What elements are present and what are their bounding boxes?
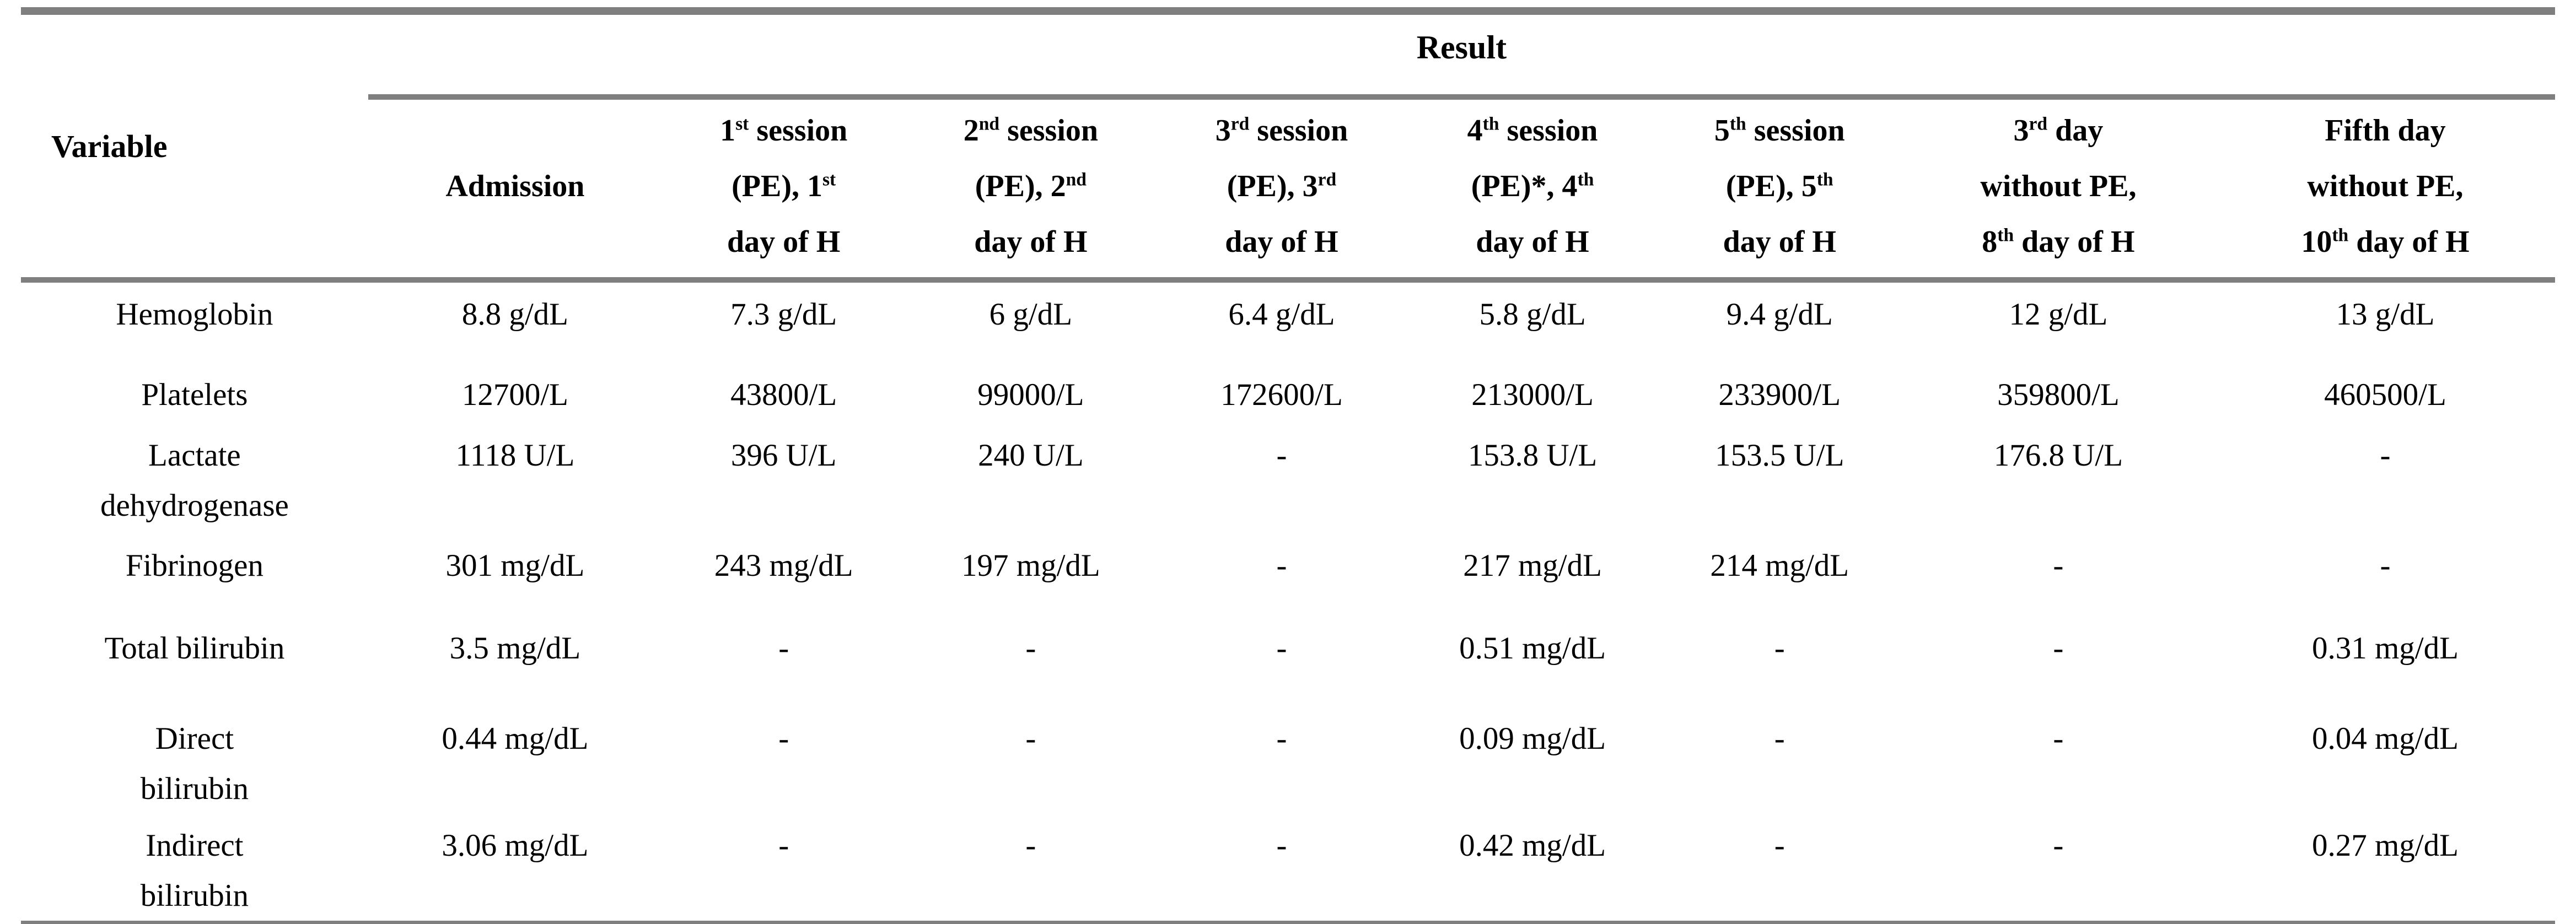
table-cell: 5.8 g/dL bbox=[1479, 297, 1586, 332]
row-label: Fibrinogen bbox=[125, 548, 263, 583]
table-row-hemoglobin: Hemoglobin 8.8 g/dL 7.3 g/dL 6 g/dL 6.4 … bbox=[21, 280, 2555, 363]
table-cell: 13 g/dL bbox=[2336, 297, 2435, 332]
column-header-session-2: 2nd session (PE), 2nd day of H bbox=[905, 97, 1157, 283]
table-cell: 6 g/dL bbox=[989, 297, 1073, 332]
table-cell: 3.06 mg/dL bbox=[442, 828, 589, 863]
result-group-row: Variable Result bbox=[21, 11, 2555, 283]
table-cell: 1118 U/L bbox=[455, 437, 575, 473]
table-cell: - bbox=[1276, 828, 1287, 863]
row-label: Hemoglobin bbox=[116, 297, 273, 332]
table-cell: 9.4 g/dL bbox=[1726, 297, 1833, 332]
results-table: Variable Result Admission 1st session (PE… bbox=[21, 7, 2555, 924]
table-cell: 153.5 U/L bbox=[1715, 437, 1844, 473]
table-cell: 172600/L bbox=[1220, 377, 1343, 412]
column-header-row: Admission 1st session (PE), 1st day of H 2… bbox=[21, 97, 2555, 283]
table-cell: - bbox=[2053, 721, 2064, 756]
table-cell: 7.3 g/dL bbox=[730, 297, 837, 332]
table-cell: - bbox=[778, 721, 789, 756]
table-cell: 12 g/dL bbox=[2009, 297, 2108, 332]
table-cell: 8.8 g/dL bbox=[461, 297, 568, 332]
table-cell: - bbox=[1025, 828, 1036, 863]
table-cell: 153.8 U/L bbox=[1467, 437, 1598, 473]
table-row-direct-bilirubin: Direct bilirubin 0.44 mg/dL - - - 0.09 mg… bbox=[21, 707, 2555, 814]
table-cell: 0.51 mg/dL bbox=[1459, 631, 1606, 666]
table-row-lactate-dehydrogenase: Lactate dehydrogenase 1118 U/L 396 U/L 24… bbox=[21, 424, 2555, 534]
table-cell: 359800/L bbox=[1997, 377, 2120, 412]
column-header-day3-no-pe: 3rd day without PE, 8th day of H bbox=[1901, 97, 2215, 283]
table-cell: - bbox=[778, 631, 789, 666]
table-cell: 301 mg/dL bbox=[445, 548, 585, 583]
column-header-day5-no-pe: Fifth day without PE, 10th day of H bbox=[2215, 97, 2555, 283]
table-cell: - bbox=[1276, 721, 1287, 756]
table-cell: - bbox=[1774, 631, 1785, 666]
table-cell: - bbox=[1774, 828, 1785, 863]
table-cell: - bbox=[1276, 631, 1287, 666]
table-body: Hemoglobin 8.8 g/dL 7.3 g/dL 6 g/dL 6.4 … bbox=[21, 280, 2555, 924]
table-cell: 176.8 U/L bbox=[1993, 437, 2123, 473]
column-header-admission: Admission bbox=[368, 97, 663, 283]
table-cell: 214 mg/dL bbox=[1710, 548, 1849, 583]
table-cell: 460500/L bbox=[2324, 377, 2446, 412]
table-cell: - bbox=[2053, 828, 2064, 863]
table-cell: 213000/L bbox=[1471, 377, 1594, 412]
table-cell: - bbox=[1276, 437, 1287, 473]
table-cell: - bbox=[2053, 631, 2064, 666]
table-cell: - bbox=[1276, 548, 1287, 583]
table-cell: 217 mg/dL bbox=[1463, 548, 1602, 583]
table-header: Variable Result Admission 1st session (PE… bbox=[21, 11, 2555, 283]
table-cell: 0.04 mg/dL bbox=[2311, 721, 2459, 756]
row-label: Direct bilirubin bbox=[140, 721, 249, 806]
table-cell: - bbox=[2380, 548, 2391, 583]
table-cell: 197 mg/dL bbox=[961, 548, 1100, 583]
column-header-session-3: 3rd session (PE), 3rd day of H bbox=[1156, 97, 1407, 283]
column-header-variable: Variable bbox=[21, 11, 368, 283]
table-row-platelets: Platelets 12700/L 43800/L 99000/L 172600… bbox=[21, 363, 2555, 424]
table-cell: 0.31 mg/dL bbox=[2311, 631, 2459, 666]
table-cell: 0.09 mg/dL bbox=[1459, 721, 1606, 756]
table-cell: 3.5 mg/dL bbox=[449, 631, 581, 666]
table-cell: 0.44 mg/dL bbox=[442, 721, 589, 756]
table-cell: - bbox=[2053, 548, 2064, 583]
table-cell: 12700/L bbox=[461, 377, 568, 412]
table-cell: 99000/L bbox=[977, 377, 1084, 412]
table-cell: 233900/L bbox=[1718, 377, 1841, 412]
table-cell: 396 U/L bbox=[730, 437, 837, 473]
table-row-total-bilirubin: Total bilirubin 3.5 mg/dL - - - 0.51 mg/… bbox=[21, 617, 2555, 706]
table-cell: 243 mg/dL bbox=[714, 548, 853, 583]
table-row-indirect-bilirubin: Indirect bilirubin 3.06 mg/dL - - - 0.42 … bbox=[21, 814, 2555, 924]
table-cell: - bbox=[1025, 631, 1036, 666]
table-cell: - bbox=[1774, 721, 1785, 756]
row-label: Lactate dehydrogenase bbox=[100, 437, 289, 523]
table-cell: - bbox=[778, 828, 789, 863]
result-group-header: Result bbox=[368, 11, 2555, 100]
row-label: Total bilirubin bbox=[104, 631, 285, 666]
row-label: Indirect bilirubin bbox=[140, 828, 249, 914]
column-header-session-5: 5th session (PE), 5th day of H bbox=[1658, 97, 1901, 283]
column-header-session-4: 4th session (PE)*, 4th day of H bbox=[1407, 97, 1658, 283]
table-cell: - bbox=[1025, 721, 1036, 756]
table-cell: 0.27 mg/dL bbox=[2311, 828, 2459, 863]
row-label: Platelets bbox=[141, 377, 248, 412]
table-row-fibrinogen: Fibrinogen 301 mg/dL 243 mg/dL 197 mg/dL… bbox=[21, 534, 2555, 617]
column-header-session-1: 1st session (PE), 1st day of H bbox=[662, 97, 906, 283]
table-cell: 6.4 g/dL bbox=[1228, 297, 1335, 332]
table-cell: 0.42 mg/dL bbox=[1459, 828, 1606, 863]
table-cell: 240 U/L bbox=[978, 437, 1084, 473]
table-cell: 43800/L bbox=[730, 377, 837, 412]
table-cell: - bbox=[2380, 437, 2391, 473]
